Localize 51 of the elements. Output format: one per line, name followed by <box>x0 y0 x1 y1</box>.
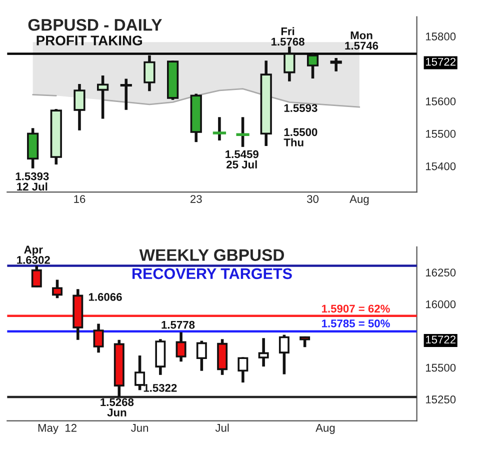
annotation: Apr 1.6302 <box>17 246 50 264</box>
x-tick-label: May 12 <box>38 424 76 434</box>
annotation: 1.5778 <box>162 320 195 329</box>
y-tick-label: 15800 <box>426 32 456 40</box>
annotation: 1.5459 25 Jul <box>226 150 258 169</box>
chart-title: WEEKLY GBPUSD <box>139 249 284 261</box>
x-tick-label: 30 <box>307 195 319 203</box>
y-tick-label: 15500 <box>426 364 456 372</box>
candlestick <box>93 322 104 354</box>
candlestick <box>144 54 156 93</box>
y-tick-label: 16000 <box>426 300 456 308</box>
candlestick <box>176 330 186 363</box>
annotation: 1.5393 12 Jul <box>16 172 49 191</box>
annotation: 1.5322 <box>144 384 177 392</box>
candlestick <box>278 333 290 376</box>
annotation: 1.5593 <box>284 104 318 112</box>
text: RECOVERY TARGETS <box>132 268 292 280</box>
candlestick <box>74 82 86 132</box>
x-tick-label: 16 <box>74 195 86 203</box>
y-tick-label: 15500 <box>426 130 456 138</box>
x-tick-label: Aug <box>316 424 335 434</box>
candlestick <box>52 278 63 300</box>
candlestick <box>31 264 42 288</box>
annotation: 1.6066 <box>88 293 122 301</box>
annotation: 1.5268 Jun <box>100 398 134 416</box>
annotation: 1.5785 = 50% <box>322 320 390 328</box>
chart-title: GBPUSD - DAILY <box>28 18 162 31</box>
candlestick <box>284 45 296 83</box>
candlestick <box>306 51 319 80</box>
candlestick <box>97 74 109 120</box>
x-tick-label: 23 <box>190 195 202 203</box>
y-tick-label: 15722 <box>426 336 456 344</box>
annotation: 1.5907 = 62% <box>322 304 390 313</box>
y-tick-label: 15400 <box>426 162 456 170</box>
x-tick-label: Aug <box>350 195 369 206</box>
annotation: Mon 1.5746 <box>345 32 378 50</box>
candlestick <box>120 77 132 112</box>
candlestick <box>238 356 248 384</box>
y-tick-label: 15600 <box>426 97 456 106</box>
x-tick-label: Jul <box>215 424 229 432</box>
annotation: 1.5500 Thu <box>284 128 318 146</box>
candlestick <box>134 354 146 392</box>
x-tick-label: Jun <box>131 424 148 432</box>
y-tick-label: 16250 <box>426 268 456 276</box>
candlestick <box>330 56 342 73</box>
candlestick <box>258 336 269 368</box>
text: PROFIT TAKING <box>36 36 142 46</box>
annotation: Fri 1.5768 <box>271 27 304 46</box>
candlestick <box>196 339 207 372</box>
y-tick-label: 15722 <box>426 58 456 66</box>
y-tick-label: 15250 <box>426 396 456 404</box>
